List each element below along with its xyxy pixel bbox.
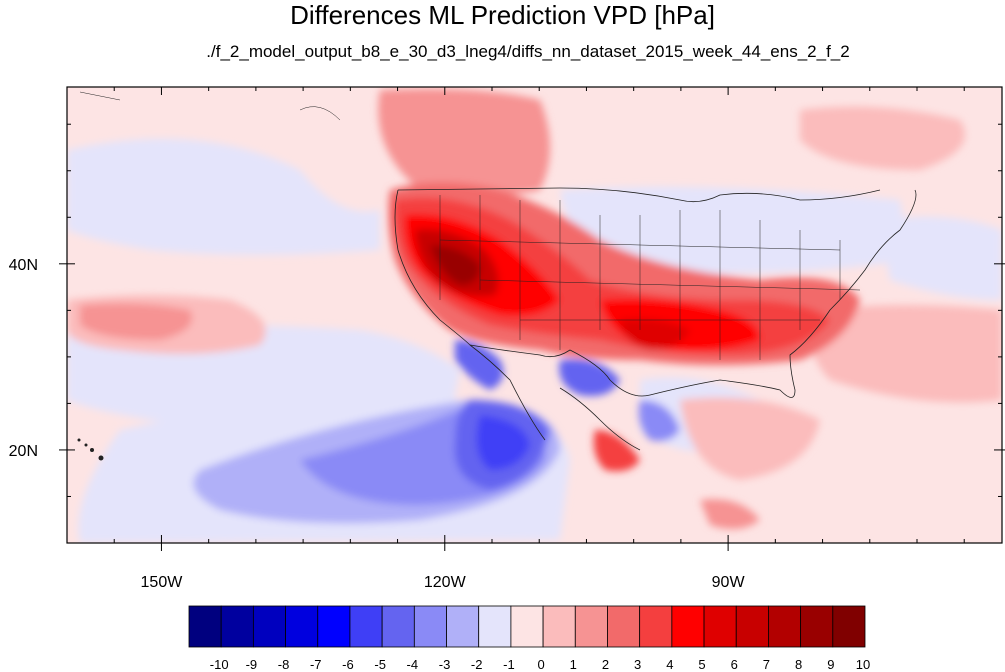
colorbar-label: -3 bbox=[439, 657, 451, 672]
colorbar-swatch bbox=[285, 605, 319, 648]
colorbar-swatch bbox=[639, 605, 673, 648]
axis-ticks: 150W 120W 90W 40N 20N bbox=[9, 87, 1005, 591]
colorbar-swatch bbox=[317, 605, 351, 648]
colorbar-label: -5 bbox=[374, 657, 386, 672]
colorbar-label: 0 bbox=[537, 657, 544, 672]
map-frame bbox=[66, 86, 1003, 544]
colorbar-swatch bbox=[832, 605, 866, 648]
y-tick-label: 40N bbox=[9, 257, 38, 274]
colorbar: -10 -9 -8 -7 -6 -5 -4 -3 -2 -1 0 1 2 3 4 5 6 7 8 9 10 bbox=[188, 605, 870, 672]
colorbar-swatch bbox=[735, 605, 769, 648]
colorbar-label: -9 bbox=[246, 657, 258, 672]
colorbar-swatch bbox=[768, 605, 802, 648]
colorbar-swatch bbox=[574, 605, 608, 648]
colorbar-label: 6 bbox=[731, 657, 738, 672]
colorbar-label: 10 bbox=[856, 657, 870, 672]
coastlines bbox=[394, 187, 917, 451]
x-tick-label: 90W bbox=[712, 574, 746, 591]
colorbar-label: -10 bbox=[210, 657, 229, 672]
colorbar-swatch bbox=[188, 605, 222, 648]
colorbar-swatch bbox=[413, 605, 447, 648]
colorbar-swatch bbox=[478, 605, 512, 648]
colorbar-swatch bbox=[381, 605, 415, 648]
colorbar-label: -8 bbox=[278, 657, 290, 672]
colorbar-swatch bbox=[510, 605, 544, 648]
colorbar-swatch bbox=[446, 605, 480, 648]
map-title: Differences ML Prediction VPD [hPa] bbox=[290, 0, 715, 30]
colorbar-swatch bbox=[703, 605, 737, 648]
state-borders bbox=[79, 91, 861, 360]
colorbar-label: -1 bbox=[503, 657, 515, 672]
colorbar-label: -6 bbox=[342, 657, 354, 672]
colorbar-label: -4 bbox=[407, 657, 419, 672]
colorbar-label: -7 bbox=[310, 657, 322, 672]
colorbar-swatch bbox=[252, 605, 286, 648]
x-tick-label: 150W bbox=[141, 574, 184, 591]
colorbar-swatch bbox=[349, 605, 383, 648]
colorbar-swatch bbox=[800, 605, 834, 648]
colorbar-label: 3 bbox=[634, 657, 641, 672]
colorbar-label: 9 bbox=[827, 657, 834, 672]
x-tick-label: 120W bbox=[424, 574, 467, 591]
colorbar-swatch bbox=[220, 605, 254, 648]
colorbar-swatch bbox=[671, 605, 705, 648]
colorbar-label: 5 bbox=[698, 657, 705, 672]
colorbar-label: 8 bbox=[795, 657, 802, 672]
vpd-field bbox=[67, 87, 1002, 543]
map-subtitle: ./f_2_model_output_b8_e_30_d3_lneg4/diff… bbox=[206, 42, 850, 61]
colorbar-swatch bbox=[542, 605, 576, 648]
colorbar-label: 1 bbox=[570, 657, 577, 672]
colorbar-label: 7 bbox=[763, 657, 770, 672]
colorbar-label: 2 bbox=[602, 657, 609, 672]
colorbar-swatch bbox=[607, 605, 641, 648]
y-tick-label: 20N bbox=[9, 443, 38, 460]
colorbar-label: 4 bbox=[666, 657, 673, 672]
colorbar-label: -2 bbox=[471, 657, 483, 672]
hawaii-islands bbox=[77, 438, 104, 461]
